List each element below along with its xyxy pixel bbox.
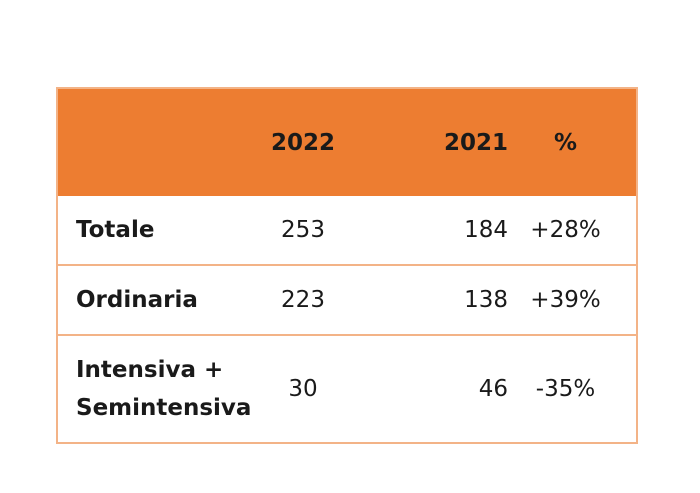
value-2021: 46 — [478, 376, 508, 402]
row-label: Totale — [76, 217, 155, 243]
row-label: Ordinaria — [76, 287, 198, 313]
value-percent-change: +28% — [530, 217, 601, 243]
row-label: Intensiva + Semintensiva — [76, 357, 252, 421]
table-row: Totale 253 184 +28% — [58, 196, 636, 266]
value-percent-change: -35% — [535, 376, 596, 402]
header-cell-label — [76, 89, 276, 196]
data-table: 2022 2021 % Totale 253 184 +28% Ordinari… — [56, 87, 638, 444]
header-cell-2022: 2022 — [270, 129, 335, 156]
header-cell-2021: 2021 — [443, 129, 508, 156]
value-2021: 138 — [464, 287, 508, 313]
value-2022: 223 — [281, 287, 325, 313]
value-percent-change: +39% — [530, 287, 601, 313]
header-cell-percent: % — [553, 129, 578, 156]
table-row: Intensiva + Semintensiva 30 46 -35% — [58, 336, 636, 442]
value-2022: 30 — [288, 376, 318, 402]
value-2022: 253 — [281, 217, 325, 243]
table-row: Ordinaria 223 138 +39% — [58, 266, 636, 336]
value-2021: 184 — [464, 217, 508, 243]
table-header-row: 2022 2021 % — [58, 89, 636, 196]
